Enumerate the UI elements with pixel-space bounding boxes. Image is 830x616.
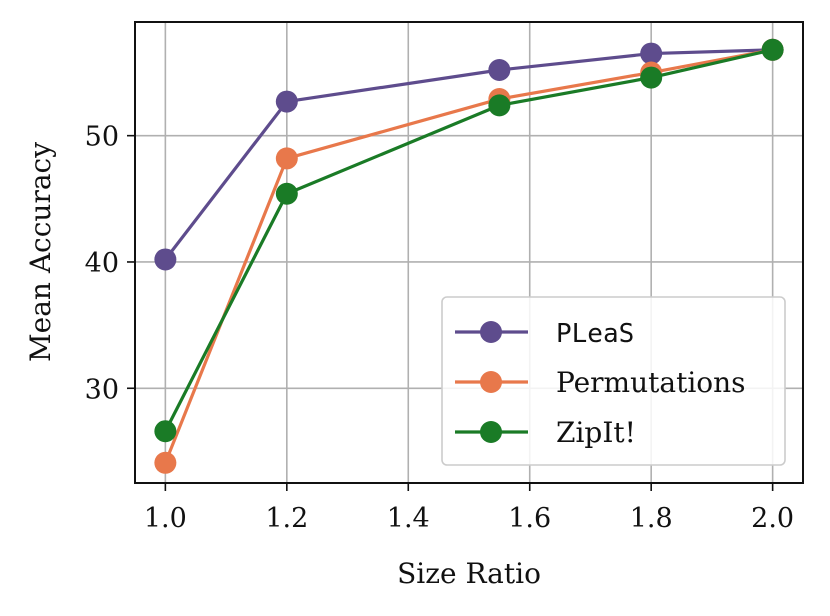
legend-item: ZipIt!: [455, 416, 636, 449]
legend-label: ZipIt!: [556, 416, 636, 449]
data-point: [275, 90, 298, 113]
x-tick-label: 2.0: [751, 503, 794, 534]
data-point: [640, 66, 663, 89]
legend-marker: [480, 371, 502, 393]
legend: PLeaS Permutations ZipIt!: [441, 296, 786, 466]
data-point: [154, 248, 177, 271]
legend-box: [441, 296, 786, 466]
data-point: [640, 42, 663, 65]
plot-frame: [134, 21, 804, 484]
y-tick-label: 50: [85, 122, 119, 153]
x-tick-label: 1.8: [630, 503, 673, 534]
series-zipit: [154, 38, 784, 443]
data-point: [154, 451, 177, 474]
legend-item: PLeaS: [455, 319, 634, 349]
data-point: [488, 58, 511, 81]
data-point: [761, 38, 784, 61]
series-group: [154, 38, 784, 474]
axis-ticks: 1.0 1.2 1.4 1.6 1.8 2.0 30 40 50: [85, 122, 794, 534]
data-point: [154, 420, 177, 443]
data-point: [275, 182, 298, 205]
legend-label: PLeaS: [556, 319, 634, 349]
data-point: [275, 147, 298, 170]
x-axis-title: Size Ratio: [397, 557, 541, 590]
legend-label: Permutations: [556, 366, 746, 399]
y-tick-label: 40: [85, 248, 119, 279]
legend-marker: [480, 321, 502, 343]
x-tick-label: 1.2: [265, 503, 308, 534]
y-tick-label: 30: [85, 374, 119, 405]
legend-item: Permutations: [455, 366, 746, 399]
x-tick-label: 1.0: [144, 503, 187, 534]
data-point: [488, 94, 511, 117]
legend-marker: [480, 421, 502, 443]
x-tick-label: 1.4: [387, 503, 430, 534]
y-axis-title: Mean Accuracy: [24, 142, 57, 362]
series-line: [164, 48, 773, 261]
series-pleas: [154, 38, 784, 271]
x-tick-label: 1.6: [508, 503, 551, 534]
